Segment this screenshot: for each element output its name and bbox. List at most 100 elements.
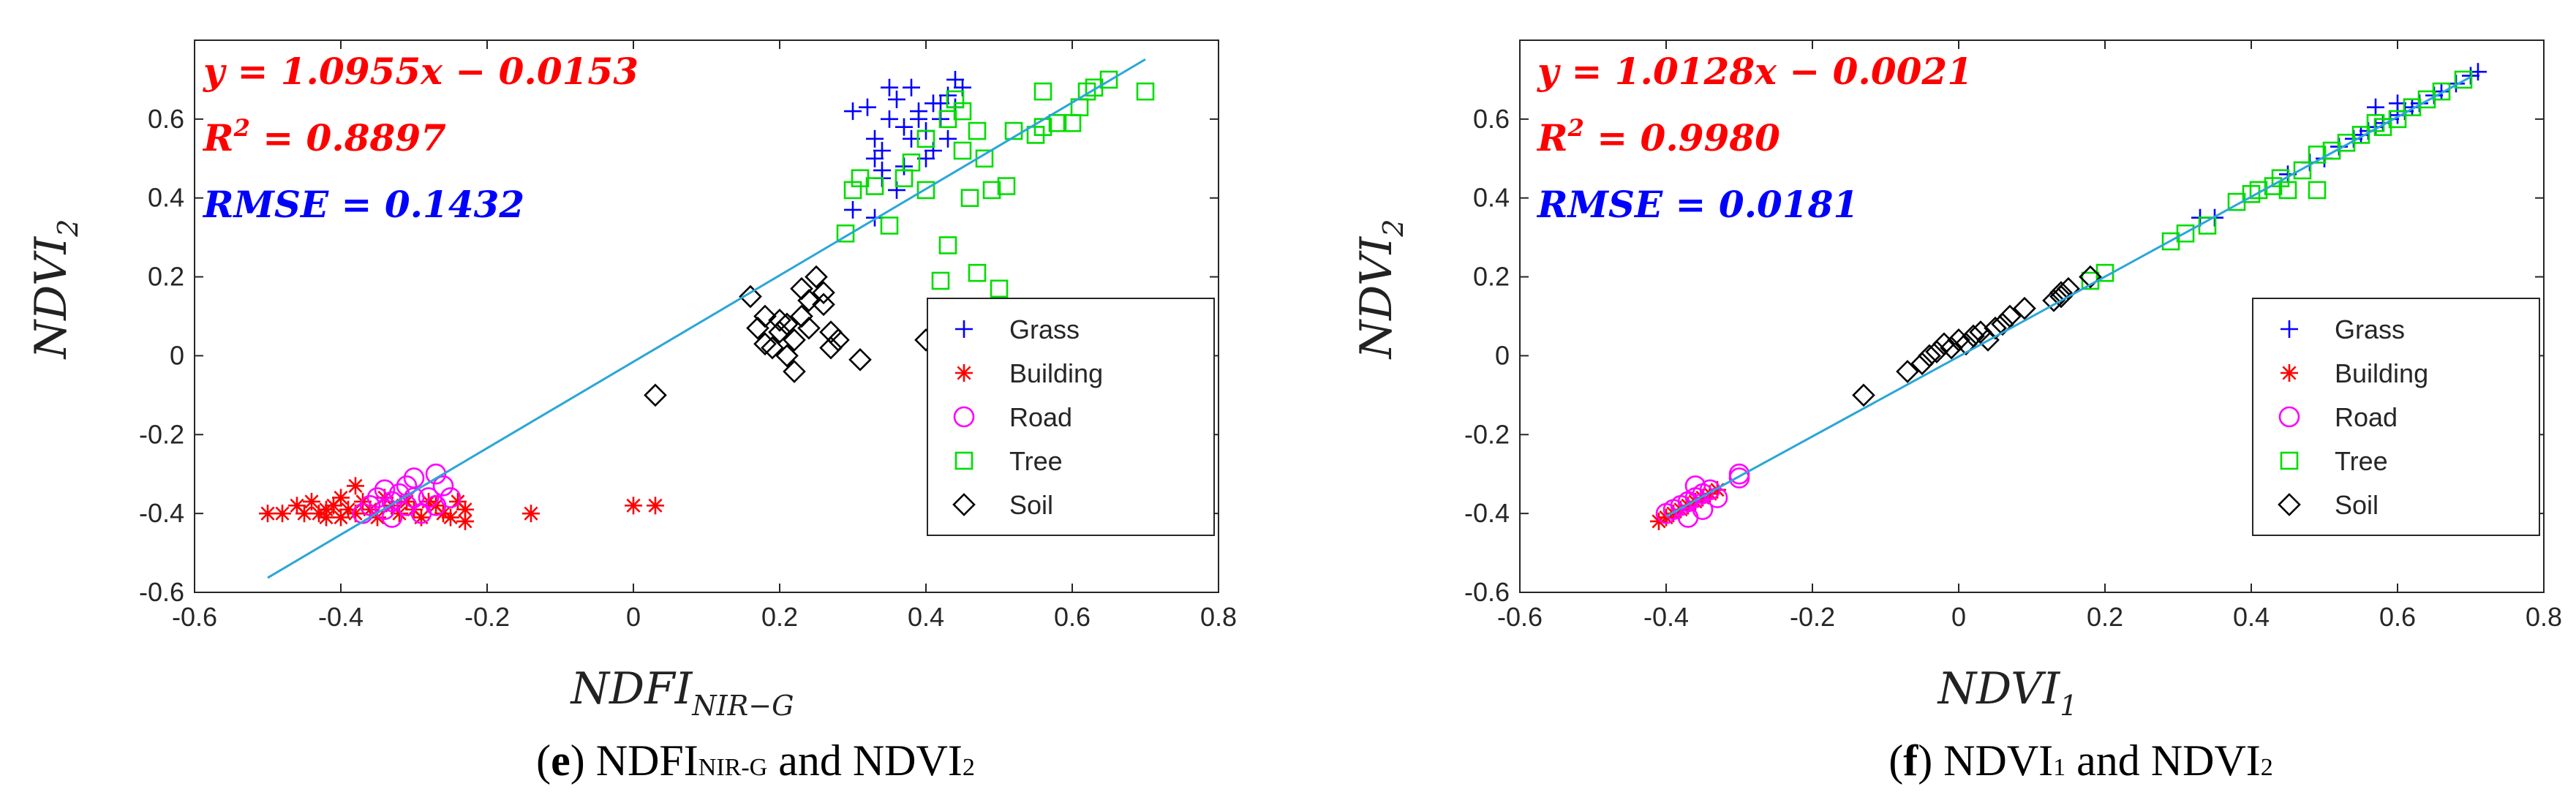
x-tick-label: -0.6	[1497, 602, 1543, 632]
data-point-road	[432, 475, 454, 497]
x-tick-label: -0.6	[172, 602, 217, 632]
data-point-road	[352, 502, 374, 524]
data-point-soil	[1991, 312, 2014, 336]
data-point-tree	[997, 177, 1016, 195]
y-tick-label: 0.2	[1473, 262, 1510, 292]
data-point-road	[1728, 463, 1750, 485]
data-point-tree	[968, 121, 987, 140]
data-point-grass	[881, 78, 898, 97]
data-point-soil	[819, 336, 843, 360]
x-tick-label: 0.8	[1200, 602, 1237, 632]
series-soil	[1852, 265, 2102, 407]
data-point-building	[442, 508, 459, 527]
data-point-road	[440, 487, 462, 508]
data-point-soil	[1910, 352, 1934, 376]
data-point-tree	[931, 271, 950, 290]
data-point-soil	[1984, 316, 2007, 340]
panel-e: -0.6 -0.4 -0.2 0 0.2 0.4 0.6 0.8 -0.6 -0.4 -0.2 0 0.…	[26, 39, 1237, 785]
data-point-tree	[2308, 146, 2327, 164]
data-point-grass	[888, 90, 905, 108]
legend-box	[927, 298, 1215, 536]
data-point-road	[1684, 475, 1706, 497]
legend-label: Soil	[2335, 490, 2379, 520]
data-point-tree	[902, 153, 921, 172]
data-point-grass	[2367, 98, 2384, 116]
legend-marker-soil	[952, 493, 976, 516]
legend-item-road: Road	[2278, 402, 2398, 432]
series-soil	[644, 265, 938, 407]
data-point-tree	[960, 189, 979, 208]
data-point-tree	[2388, 110, 2407, 129]
data-point-road	[1699, 479, 1721, 501]
data-point-soil	[1918, 344, 1941, 368]
y-tick-label: 0.4	[1473, 183, 1510, 213]
y-axis-label-f: NDVI2	[1351, 219, 1409, 361]
legend-item-soil: Soil	[952, 490, 1053, 520]
y-tick-label: -0.4	[1464, 498, 1510, 528]
x-tick-label: 0.4	[908, 602, 944, 632]
legend-marker-road	[953, 406, 975, 428]
x-axis-label-e: NDFINIR−G	[569, 663, 794, 722]
x-tick-label: -0.2	[1790, 602, 1835, 632]
x-tick-label: 0.2	[761, 602, 798, 632]
data-point-soil	[1947, 328, 1970, 352]
legend-marker-tree	[2280, 451, 2299, 470]
data-point-road	[381, 507, 403, 528]
data-point-road	[418, 487, 440, 508]
legend-item-tree: Tree	[954, 446, 1063, 476]
data-point-grass	[881, 110, 898, 128]
data-point-soil	[848, 347, 872, 371]
data-point-tree	[1033, 82, 1052, 101]
data-point-grass	[844, 200, 862, 219]
data-point-soil	[775, 344, 799, 368]
y-tick-label: 0.2	[148, 262, 184, 292]
legend-label: Road	[1009, 402, 1072, 432]
data-point-tree	[880, 216, 899, 235]
data-point-soil	[739, 284, 762, 309]
series-tree	[2081, 70, 2473, 290]
legend-marker-grass	[2281, 320, 2298, 338]
y-tick-label: -0.2	[139, 419, 184, 449]
data-point-grass	[873, 142, 891, 159]
legend-box	[2252, 298, 2540, 536]
data-point-soil	[2049, 284, 2073, 309]
y-tick-label: -0.6	[139, 577, 184, 607]
data-point-building	[317, 508, 335, 527]
r-squared-e: R2 = 0.8897	[202, 114, 446, 159]
caption-f: (f) NDVI1 and NDVI2	[1888, 736, 2273, 785]
y-tick-label: 0.4	[148, 183, 184, 213]
series-road	[352, 463, 462, 528]
data-point-tree	[2366, 113, 2385, 132]
panel-f: -0.6 -0.4 -0.2 0 0.2 0.4 0.6 0.8 -0.6 -0.4 -0.2 0 0.…	[1351, 39, 2562, 785]
data-point-building	[288, 497, 306, 515]
legend-item-tree: Tree	[2280, 446, 2388, 476]
legend-marker-soil	[2278, 493, 2301, 516]
data-point-soil	[644, 383, 667, 407]
legend-item-road: Road	[953, 402, 1072, 432]
data-point-soil	[783, 360, 806, 383]
data-point-tree	[938, 236, 957, 254]
data-point-building	[332, 489, 350, 507]
data-point-soil	[775, 312, 799, 336]
legend-item-grass: Grass	[2281, 314, 2405, 344]
data-point-soil	[2079, 265, 2102, 289]
data-point-tree	[2278, 181, 2297, 200]
data-point-road	[1692, 499, 1714, 521]
legend-label: Road	[2335, 402, 2398, 432]
x-tick-label: 0	[626, 602, 641, 632]
data-point-building	[522, 505, 540, 523]
data-point-soil	[2057, 276, 2080, 301]
data-point-tree	[990, 279, 1009, 298]
y-tick-label: -0.2	[1464, 419, 1510, 449]
data-point-tree	[2176, 224, 2195, 243]
data-point-soil	[761, 336, 784, 360]
legend-marker-road	[2278, 406, 2300, 428]
data-point-tree	[2351, 126, 2370, 144]
y-tick-label: 0.6	[148, 104, 184, 134]
caption-e: (e) NDFINIR-G and NDVI2	[536, 736, 975, 785]
equation-e: y = 1.0955x − 0.0153	[203, 50, 639, 93]
data-point-soil	[1962, 324, 1985, 348]
legend-label: Tree	[1009, 446, 1063, 476]
data-point-soil	[2042, 289, 2065, 312]
